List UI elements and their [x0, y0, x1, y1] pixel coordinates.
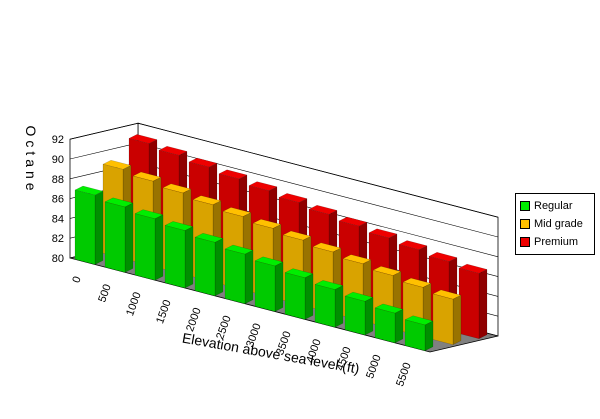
x-tick-label: 500	[96, 283, 114, 304]
legend-label-regular: Regular	[534, 200, 573, 212]
legend: Regular Mid grade Premium	[515, 193, 595, 255]
legend-item-regular: Regular	[520, 197, 590, 215]
bar-premium-5500	[458, 263, 488, 340]
y-tick-label: 82	[52, 233, 64, 245]
x-tick-label: 5500	[394, 361, 414, 388]
bar-regular-4500	[344, 291, 374, 336]
bar-regular-5000	[374, 303, 404, 344]
legend-item-premium: Premium	[520, 233, 590, 251]
y-tick-label: 90	[52, 154, 64, 166]
bar-regular-0	[74, 185, 104, 265]
y-tick-label: 80	[52, 253, 64, 265]
legend-item-mid-grade: Mid grade	[520, 215, 590, 233]
x-tick-label: 5000	[364, 353, 384, 380]
bar-regular-2000	[194, 232, 224, 297]
legend-swatch-premium	[520, 237, 530, 247]
y-tick-label: 84	[52, 213, 64, 225]
bar-regular-1500	[164, 221, 194, 289]
x-axis-title: Elevation above sea level (ft)	[181, 330, 361, 377]
gridline	[69, 122, 499, 218]
legend-label-premium: Premium	[534, 236, 579, 248]
x-tick-label: 0	[70, 275, 83, 285]
y-tick-label: 92	[52, 134, 64, 146]
bar-regular-3500	[284, 268, 314, 320]
y-tick-label: 88	[52, 174, 64, 186]
x-tick-label: 1000	[124, 291, 144, 318]
bar-mid-grade-5500	[432, 289, 462, 346]
x-tick-label: 1500	[154, 298, 174, 325]
y-axis-title: Octane	[23, 125, 39, 194]
bar-regular-5500	[404, 315, 434, 352]
y-tick-label: 86	[52, 194, 64, 206]
bar-regular-2500	[224, 244, 254, 305]
legend-label-mid-grade: Mid grade	[534, 218, 583, 230]
bar-regular-3000	[254, 256, 284, 312]
bar-regular-1000	[134, 209, 164, 281]
bar-regular-500	[104, 197, 134, 273]
legend-swatch-regular	[520, 201, 530, 211]
bar-regular-4000	[314, 280, 344, 328]
bars	[74, 134, 488, 352]
legend-swatch-mid-grade	[520, 219, 530, 229]
